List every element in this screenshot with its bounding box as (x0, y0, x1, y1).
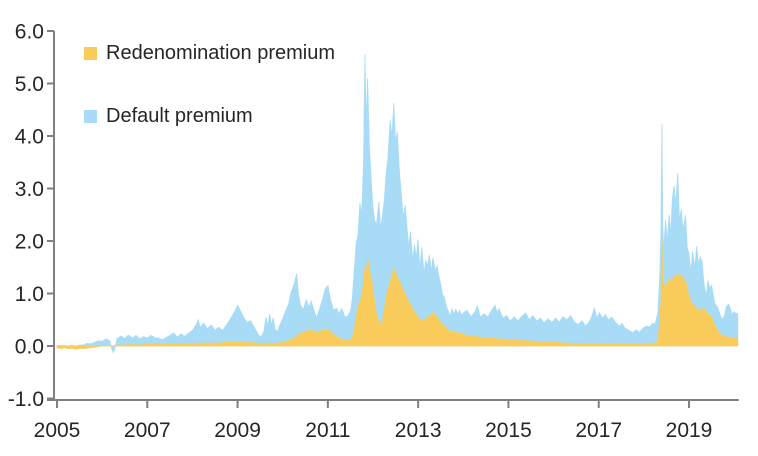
x-tick-label: 2017 (575, 419, 622, 442)
y-tick-label: 2.0 (15, 231, 44, 254)
redenomination-swatch (84, 46, 97, 60)
y-tick-label: 0.0 (15, 336, 44, 359)
y-axis: 6.0 5.0 4.0 3.0 2.0 1.0 0.0 -1.0 (8, 21, 55, 411)
legend-item-redenomination: Redenomination premium (84, 41, 336, 64)
x-tick-label: 2015 (485, 419, 532, 442)
x-axis: 2005 2007 2009 2011 2013 2015 2017 2019 (34, 399, 739, 442)
default-swatch (84, 109, 97, 123)
x-tick-label: 2005 (34, 419, 81, 442)
x-tick-label: 2011 (305, 419, 350, 442)
y-tick-label: 4.0 (15, 126, 44, 149)
legend-label-default: Default premium (106, 104, 253, 127)
y-tick-label: 6.0 (15, 21, 44, 44)
redenomination-premium-area (56, 237, 739, 350)
y-tick-label: 3.0 (15, 178, 44, 201)
x-tick-label: 2009 (214, 419, 261, 442)
x-tick-label: 2019 (666, 419, 713, 442)
y-tick-label: 5.0 (15, 73, 44, 96)
legend: Redenomination premium Default premium (84, 41, 336, 169)
y-tick-label: -1.0 (8, 388, 44, 411)
y-tick-label: 1.0 (15, 283, 44, 306)
legend-item-default: Default premium (84, 104, 335, 127)
legend-label-redenomination: Redenomination premium (106, 41, 336, 64)
x-tick-label: 2013 (395, 419, 442, 442)
x-tick-label: 2007 (124, 419, 171, 442)
